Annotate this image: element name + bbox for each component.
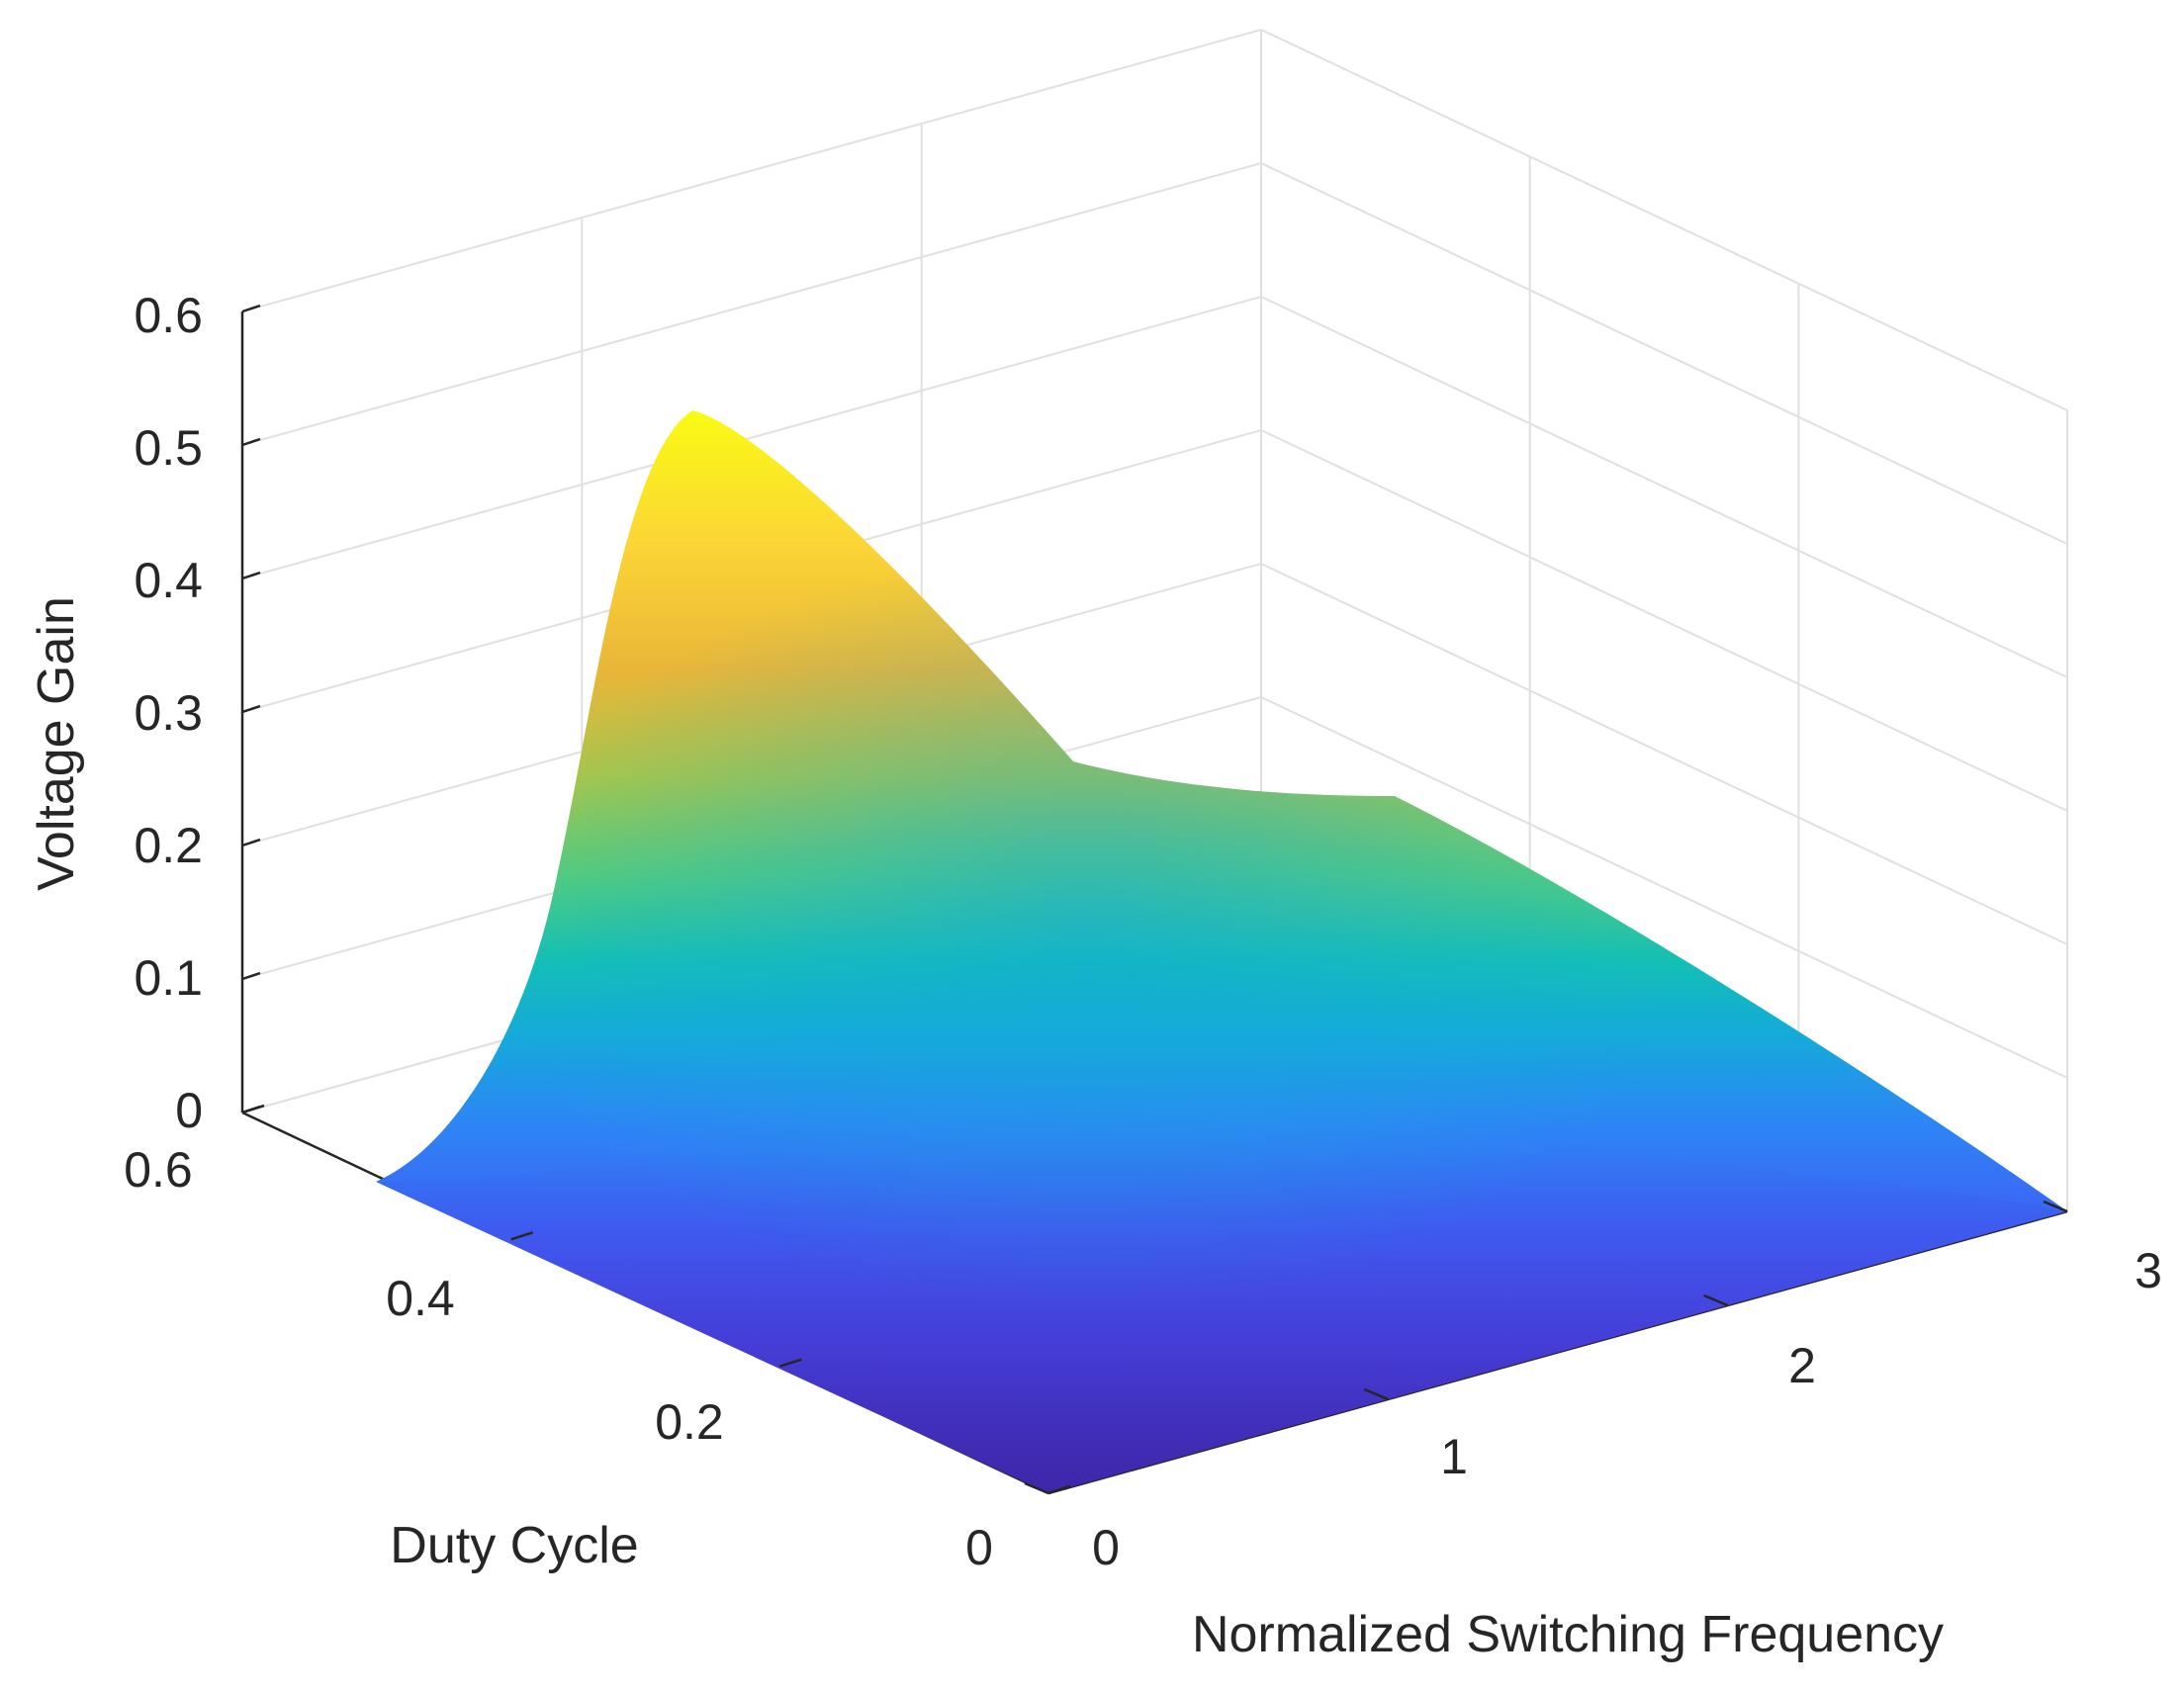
- z-tick-label: 0: [175, 1083, 203, 1138]
- z-tick-labels: 0 0.1 0.2 0.3 0.4 0.5 0.6: [134, 288, 203, 1138]
- grid-line: [241, 29, 1262, 312]
- y-tick-labels: 0 0.2 0.4 0.6: [124, 1142, 993, 1575]
- z-tick: [241, 704, 261, 714]
- grid-line: [1260, 29, 2068, 411]
- y-tick-label: 0: [965, 1520, 993, 1575]
- surface: [376, 410, 2067, 1493]
- x-tick-label: 2: [1788, 1338, 1816, 1393]
- surface-floor-shade: [376, 1142, 2067, 1493]
- grid-line: [241, 162, 1262, 446]
- z-tick-label: 0.1: [134, 950, 203, 1006]
- y-tick-label: 0.2: [655, 1394, 724, 1450]
- grid-line: [1260, 162, 2068, 545]
- z-tick-label: 0.4: [134, 553, 203, 608]
- z-tick-label: 0.2: [134, 818, 203, 873]
- y-tick-label: 0.6: [124, 1142, 193, 1198]
- x-tick-label: 0: [1092, 1520, 1120, 1575]
- z-axis-label: Voltage Gain: [28, 596, 85, 891]
- y-tick: [510, 1231, 534, 1241]
- y-tick: [1047, 1484, 1071, 1495]
- z-tick: [241, 971, 261, 981]
- tick-marks: [241, 304, 2068, 1495]
- x-tick-label: 1: [1440, 1429, 1468, 1484]
- x-tick: [1703, 1293, 1729, 1307]
- x-tick-labels: 0 1 2 3: [1092, 1243, 2162, 1575]
- grid-line: [1260, 429, 2068, 812]
- x-tick-label: 3: [2135, 1243, 2162, 1298]
- z-tick: [241, 304, 261, 313]
- z-tick-label: 0.3: [134, 685, 203, 741]
- x-tick: [1363, 1387, 1389, 1401]
- y-tick: [778, 1358, 802, 1368]
- y-tick-label: 0.4: [386, 1271, 455, 1326]
- y-tick: [241, 1104, 265, 1114]
- z-tick-label: 0.5: [134, 420, 203, 476]
- x-axis-label: Normalized Switching Frequency: [1192, 1606, 1944, 1663]
- grid-line: [1260, 296, 2068, 678]
- z-tick: [241, 838, 261, 847]
- z-tick-label: 0.6: [134, 288, 203, 343]
- x-tick: [1024, 1481, 1049, 1495]
- z-tick: [241, 437, 261, 447]
- x-tick: [2043, 1200, 2068, 1213]
- grid-line: [241, 296, 1262, 579]
- grid-line: [1260, 563, 2068, 945]
- z-tick: [241, 571, 261, 580]
- grid-line: [1260, 696, 2068, 1079]
- y-axis-label: Duty Cycle: [390, 1517, 638, 1574]
